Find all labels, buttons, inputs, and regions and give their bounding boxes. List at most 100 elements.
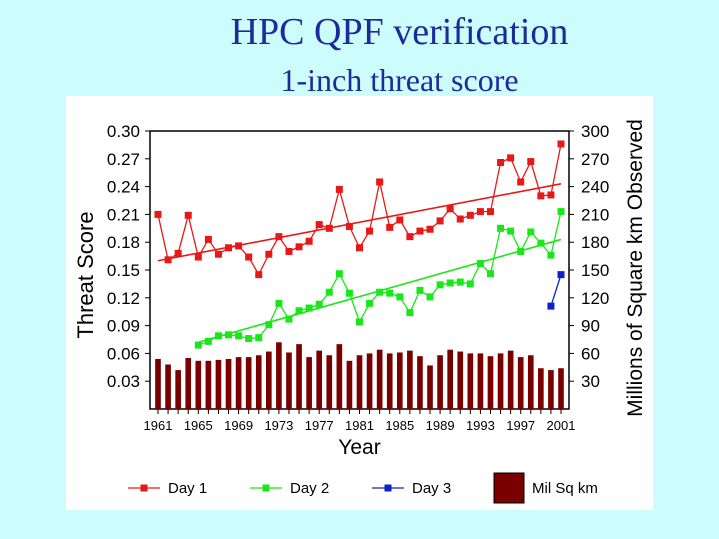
data-point	[426, 225, 434, 233]
data-point	[507, 154, 515, 162]
data-point	[547, 191, 555, 199]
data-point	[225, 244, 233, 252]
data-point	[376, 288, 384, 296]
bar	[447, 349, 453, 409]
data-point	[537, 239, 545, 247]
x-tick-label: 1973	[264, 418, 293, 433]
bar	[548, 370, 554, 409]
bar	[175, 370, 181, 409]
bar	[306, 357, 312, 409]
data-point	[416, 286, 424, 294]
data-point	[305, 304, 313, 312]
bar	[165, 364, 171, 409]
data-point	[204, 337, 212, 345]
bar	[558, 368, 564, 409]
x-axis-label: Year	[338, 436, 380, 459]
y-left-tick-label: 0.12	[107, 289, 140, 308]
legend-label: Mil Sq km	[532, 480, 598, 497]
bar	[235, 357, 242, 409]
chart-title: HPC QPF verification	[230, 11, 569, 53]
data-point	[406, 309, 414, 317]
data-point	[446, 279, 454, 287]
legend-swatch	[493, 472, 525, 504]
bar	[376, 349, 383, 409]
bar	[286, 352, 292, 409]
y-right-tick-label: 90	[581, 317, 600, 336]
y-right-tick-label: 60	[581, 344, 600, 363]
series-line	[550, 274, 562, 307]
data-point	[245, 335, 253, 343]
bar	[356, 355, 363, 409]
bar	[276, 342, 282, 409]
data-point	[376, 178, 384, 186]
data-point	[164, 256, 172, 264]
legend-marker	[384, 484, 392, 492]
legend-label: Day 3	[412, 480, 451, 497]
x-tick-label: 1969	[224, 418, 253, 433]
data-point	[386, 289, 394, 297]
x-tick-label: 1977	[305, 418, 334, 433]
bar	[336, 344, 343, 409]
data-point	[275, 299, 283, 307]
data-point	[476, 208, 484, 216]
data-point	[235, 332, 243, 340]
data-point	[406, 233, 414, 241]
data-point	[265, 321, 273, 329]
x-tick-label: 1985	[385, 418, 414, 433]
data-point	[305, 237, 313, 245]
y-right-tick-label: 270	[581, 150, 609, 169]
bar	[407, 350, 413, 409]
data-point	[154, 210, 162, 218]
x-tick-label: 2001	[547, 418, 576, 433]
data-point	[285, 315, 293, 323]
data-point	[214, 250, 222, 258]
bar	[517, 357, 524, 409]
bar	[245, 357, 252, 409]
y-left-tick-label: 0.15	[107, 261, 140, 280]
data-point	[466, 280, 474, 288]
data-point	[335, 270, 343, 278]
data-point	[255, 334, 263, 342]
bar	[185, 358, 192, 409]
data-point	[366, 299, 374, 307]
legend-marker	[140, 484, 148, 492]
data-point	[295, 243, 303, 251]
bar	[316, 350, 323, 409]
data-point	[204, 235, 212, 243]
data-point	[174, 249, 182, 257]
data-point	[356, 318, 363, 326]
y-right-axis-label: Millions of Square km Observed	[624, 119, 647, 417]
data-point	[194, 253, 202, 261]
data-point	[507, 227, 515, 235]
bar	[538, 368, 544, 409]
bar	[205, 360, 212, 409]
data-point	[456, 215, 464, 223]
y-left-tick-label: 0.30	[107, 122, 140, 141]
bar	[215, 359, 222, 409]
data-point	[285, 247, 293, 255]
data-point	[426, 293, 434, 301]
x-tick-label: 1997	[506, 418, 535, 433]
data-point	[517, 247, 525, 255]
bar	[507, 350, 514, 409]
bar	[457, 351, 464, 409]
data-point	[497, 159, 505, 167]
bar	[527, 355, 534, 409]
y-left-tick-label: 0.27	[107, 150, 140, 169]
bar	[417, 356, 423, 409]
data-point	[436, 217, 444, 225]
data-point	[436, 281, 444, 289]
data-point	[325, 224, 333, 232]
chart: 0.03 0.06 0.09 0.12 0.15 0.18 0.21 0.24 0.27 0.30…	[73, 119, 647, 504]
data-point	[255, 271, 263, 279]
y-right-tick-label: 210	[581, 205, 609, 224]
y-left-tick-label: 0.24	[107, 178, 140, 197]
data-point	[295, 307, 303, 315]
y-left-tick-label: 0.03	[107, 372, 140, 391]
data-point	[486, 270, 494, 278]
bar	[386, 353, 393, 409]
bar	[497, 353, 504, 409]
data-point	[235, 242, 243, 250]
data-point	[557, 208, 565, 216]
data-point	[194, 341, 202, 349]
